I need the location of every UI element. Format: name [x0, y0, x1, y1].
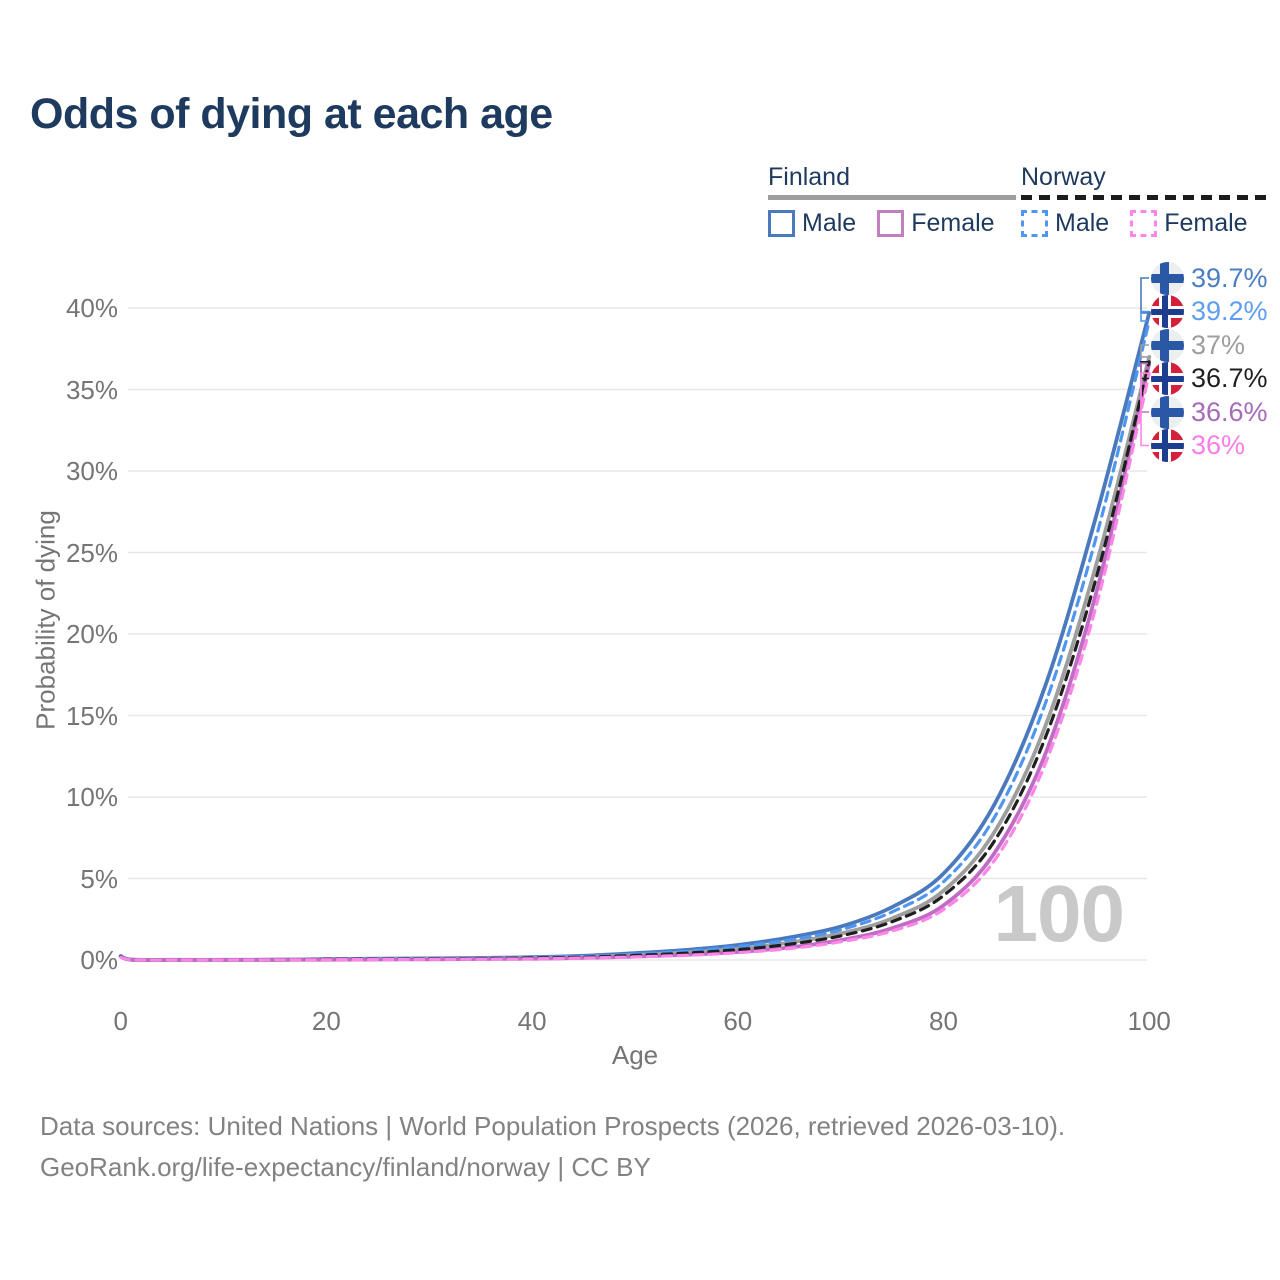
x-tick-label-100: 100 [1127, 1006, 1171, 1036]
norway-flag-icon [1151, 295, 1184, 328]
finland-male-swatch-icon [768, 210, 795, 237]
finland-flag-icon [1151, 261, 1184, 295]
footer-line-2: GeoRank.org/life-expectancy/finland/norw… [40, 1152, 651, 1182]
age-indicator-watermark: 100 [993, 869, 1125, 958]
legend-norway-label: Norway [1021, 163, 1106, 191]
x-tick-label-60: 60 [723, 1006, 753, 1036]
end-label-value-2: 37% [1191, 329, 1246, 360]
y-tick-label-40: 40% [65, 293, 118, 323]
finland-flag-icon [1151, 395, 1184, 429]
legend-group-norway: Norway Male Female [1021, 163, 1269, 238]
legend-header-norway: Norway [1021, 163, 1269, 200]
finland-flag-icon [1151, 328, 1184, 362]
y-tick-label-5: 5% [80, 863, 118, 894]
end-label-connector-2 [1140, 344, 1149, 358]
end-label-row-1: 39.2% [1151, 295, 1268, 329]
y-tick-label-30: 30% [65, 456, 118, 486]
end-label-row-3: 36.7% [1151, 362, 1268, 396]
legend-group-finland: Finland Male Female [768, 163, 1016, 238]
norway-flag-icon [1151, 362, 1184, 395]
series-line-finland-male[interactable] [118, 311, 1152, 962]
end-label-connector-0 [1140, 277, 1149, 314]
x-tick-label-80: 80 [929, 1006, 958, 1036]
end-label-row-4: 36.6% [1151, 395, 1268, 429]
legend-header-finland: Finland [768, 163, 1016, 200]
y-tick-label-15: 15% [65, 700, 118, 731]
end-label-connector-1 [1140, 310, 1149, 322]
footer: Data sources: United Nations | World Pop… [40, 1106, 1065, 1188]
finland-female-swatch-icon [877, 210, 905, 237]
y-tick-label-25: 25% [65, 537, 118, 568]
page-title: Odds of dying at each age [30, 90, 553, 138]
end-label-row-2: 37% [1151, 328, 1245, 362]
y-tick-label-0: 0% [80, 945, 118, 975]
end-label-value-0: 39.7% [1191, 262, 1268, 293]
series-line-norway-female[interactable] [119, 371, 1151, 962]
x-axis-title: Age [611, 1040, 659, 1070]
y-tick-label-10: 10% [65, 782, 118, 812]
end-label-value-5: 36% [1191, 430, 1246, 460]
norway-male-swatch-icon [1021, 209, 1048, 237]
end-label-row-5: 36% [1151, 429, 1245, 463]
legend-finland-label: Finland [768, 163, 850, 191]
x-tick-label-40: 40 [517, 1006, 547, 1036]
end-label-value-4: 36.6% [1191, 396, 1268, 427]
legend-item-norway-male[interactable]: Male [1021, 209, 1109, 238]
legend-item-norway-female[interactable]: Female [1130, 209, 1248, 238]
norway-flag-icon [1151, 429, 1184, 462]
legend-item-finland-female[interactable]: Female [877, 209, 995, 238]
finland-series-underline-swatch [768, 195, 1016, 200]
x-tick-label-0: 0 [113, 1006, 128, 1036]
series-line-norway-male[interactable] [119, 319, 1151, 962]
end-label-value-3: 36.7% [1191, 363, 1268, 393]
legend-item-finland-male[interactable]: Male [768, 209, 856, 238]
end-label-value-1: 39.2% [1191, 296, 1268, 326]
norway-series-underline-swatch [1021, 195, 1269, 200]
y-tick-label-35: 35% [65, 374, 118, 405]
end-label-connector-5 [1140, 372, 1149, 447]
footer-line-1: Data sources: United Nations | World Pop… [40, 1111, 1066, 1141]
y-tick-label-20: 20% [65, 619, 118, 649]
norway-female-swatch-icon [1130, 209, 1158, 237]
end-label-row-0: 39.7% [1151, 261, 1268, 295]
x-tick-label-20: 20 [311, 1006, 341, 1036]
